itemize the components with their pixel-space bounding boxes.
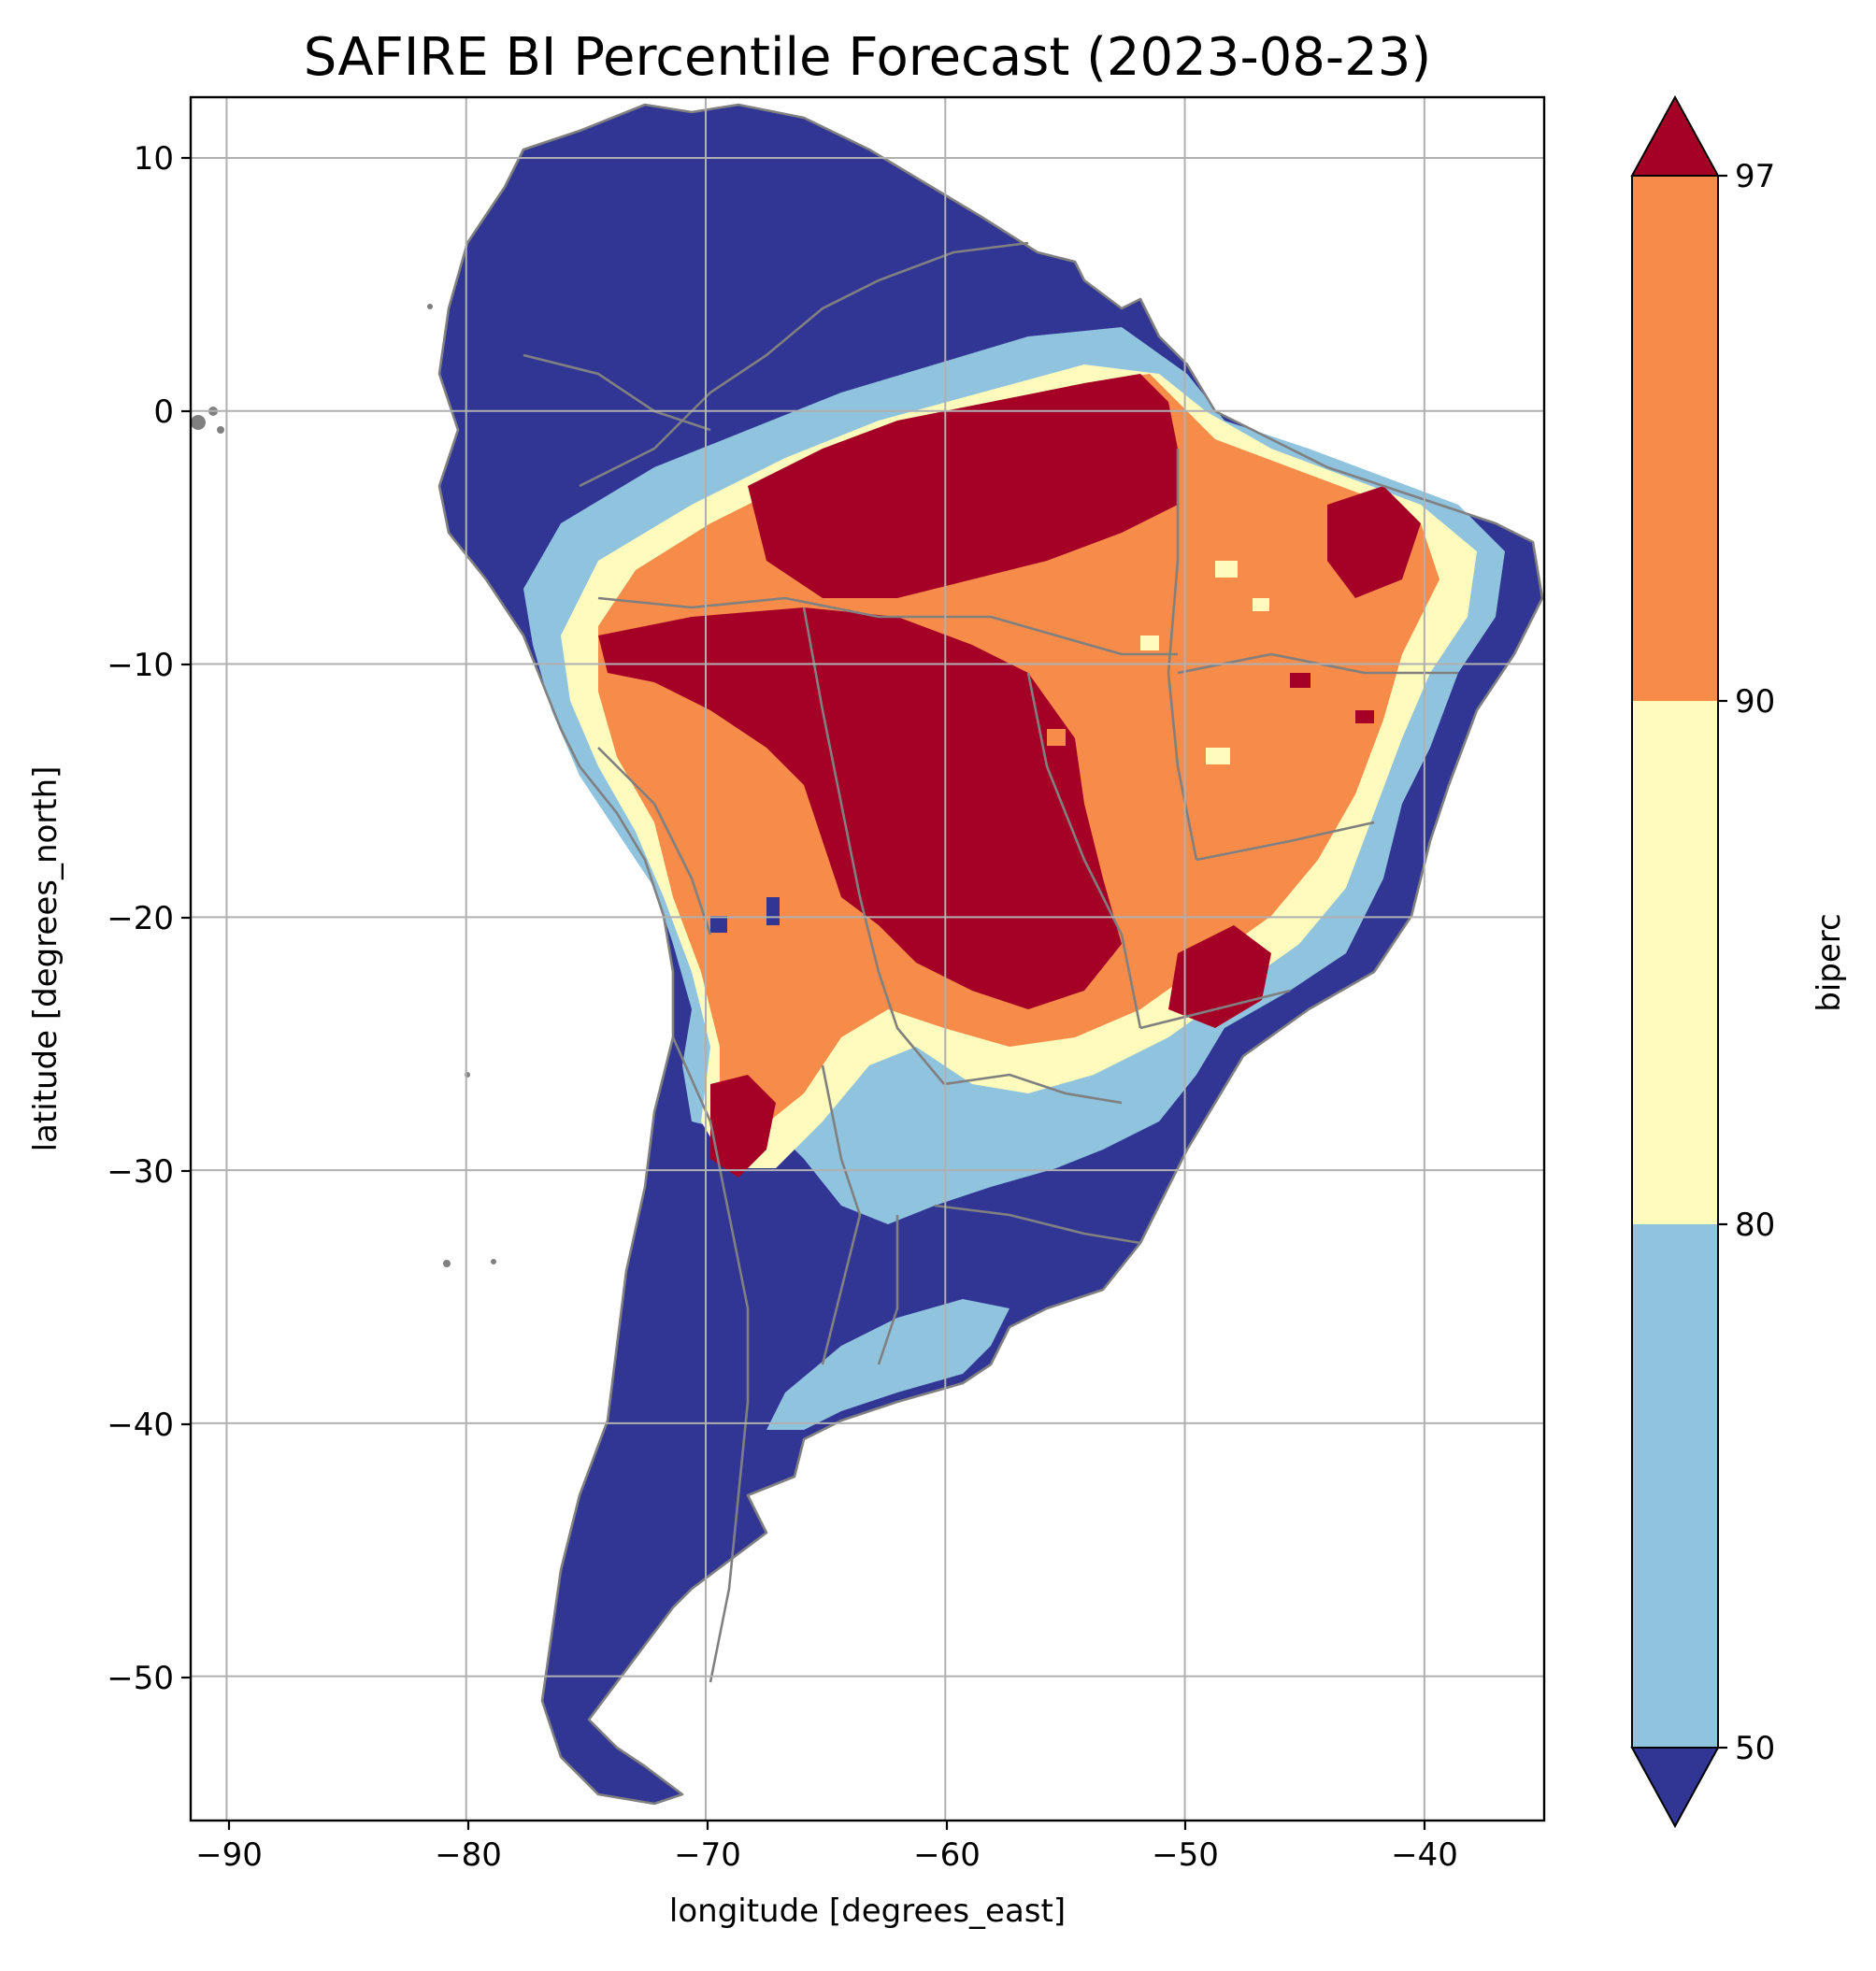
x-axis-label: longitude [degrees_east] <box>669 1892 1066 1930</box>
island <box>191 415 206 430</box>
x-tick-label: −50 <box>1152 1836 1219 1874</box>
colorbar-tick-label: 80 <box>1735 1207 1775 1244</box>
border-line <box>597 596 1178 656</box>
y-tick-label: 0 <box>153 393 174 431</box>
region-mid-low-south <box>766 1299 1010 1430</box>
colorbar-bin-50-80 <box>1632 1224 1718 1748</box>
y-tick-label: 10 <box>134 140 174 178</box>
region-extreme-south <box>710 1075 776 1178</box>
patch <box>766 897 780 925</box>
region-extreme-northeast <box>1327 486 1421 598</box>
coastline <box>437 103 1544 1806</box>
colorbar-tick-label: 97 <box>1735 158 1775 195</box>
x-tick-label: −90 <box>195 1836 263 1874</box>
patch <box>710 916 727 933</box>
y-tick-label: −20 <box>107 900 174 937</box>
y-tick-label: −40 <box>107 1407 174 1444</box>
pixel-patches <box>710 561 1374 933</box>
x-tick-label: −80 <box>435 1836 502 1874</box>
patch <box>1355 710 1374 723</box>
colorbar-tick-label: 90 <box>1735 683 1775 721</box>
y-tick-label: −10 <box>107 647 174 684</box>
island <box>443 1260 451 1267</box>
colorbar-tick-label: 50 <box>1735 1730 1775 1767</box>
colorbar-label: biperc <box>1811 913 1848 1011</box>
y-axis: 10 0 −10 −20 −30 −40 −50 <box>107 140 191 1697</box>
patch <box>1047 729 1066 746</box>
island <box>491 1259 496 1264</box>
map-plot-area <box>189 95 1546 1822</box>
border-line <box>877 1215 899 1365</box>
patch <box>1206 748 1230 764</box>
border-line <box>1196 821 1375 862</box>
island <box>427 304 433 309</box>
colorbar-extend-max <box>1630 94 1720 177</box>
x-tick-label: −40 <box>1391 1836 1458 1874</box>
gridlines <box>191 97 1544 1821</box>
patch <box>1253 598 1269 611</box>
patch <box>1215 561 1238 578</box>
colorbar: 97 90 80 50 biperc <box>1630 94 1848 1829</box>
border-line <box>523 353 711 432</box>
border-line <box>934 1204 1141 1245</box>
border-line <box>597 747 712 936</box>
chart-title: SAFIRE BI Percentile Forecast (2023-08-2… <box>304 27 1431 88</box>
map-data-layer <box>191 103 1544 1806</box>
x-axis: −90 −80 −70 −60 −50 −40 <box>195 1821 1458 1874</box>
border-line <box>579 241 1029 488</box>
colorbar-frame <box>1631 175 1719 1749</box>
region-extreme-central <box>598 607 1122 1009</box>
colorbar-bin-90-97 <box>1632 176 1718 701</box>
border-line <box>943 1073 1123 1105</box>
colorbar-extend-min <box>1630 1747 1720 1829</box>
axes-frame <box>189 95 1546 1822</box>
y-tick-label: −50 <box>107 1660 174 1697</box>
island <box>217 426 224 434</box>
region-extreme <box>748 374 1178 598</box>
border-line <box>1139 989 1291 1030</box>
x-tick-label: −70 <box>674 1836 741 1874</box>
x-tick-label: −60 <box>913 1836 981 1874</box>
colorbar-bin-80-90 <box>1632 701 1718 1224</box>
patch <box>1140 636 1159 650</box>
border-line <box>821 1064 862 1365</box>
patch <box>1290 673 1310 688</box>
border-line <box>802 607 945 1085</box>
border-line <box>671 1036 750 1683</box>
y-tick-label: −30 <box>107 1153 174 1191</box>
y-axis-label: latitude [degrees_north] <box>27 766 64 1152</box>
border-line <box>1026 672 1142 1029</box>
